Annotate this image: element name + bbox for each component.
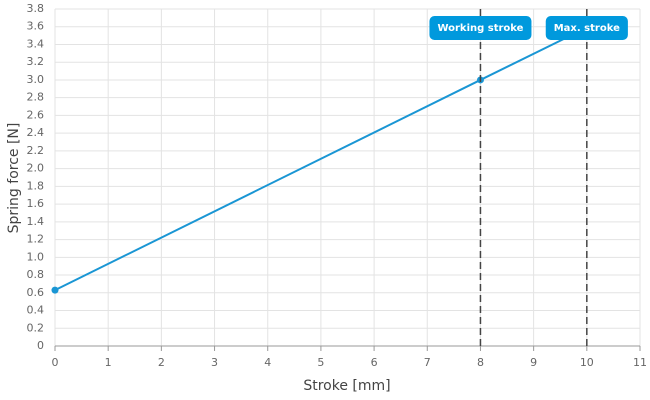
y-tick-label: 1.6 — [27, 197, 45, 210]
x-tick-label: 0 — [52, 356, 59, 369]
annotation-text: Working stroke — [437, 23, 523, 34]
x-tick-label: 2 — [158, 356, 165, 369]
annotation-box — [429, 16, 532, 40]
annotation-label: Working stroke — [429, 16, 532, 40]
x-tick-label: 6 — [371, 356, 378, 369]
y-tick-label: 0.6 — [27, 286, 45, 299]
x-tick-label: 1 — [105, 356, 112, 369]
x-axis-label: Stroke [mm] — [303, 378, 390, 394]
y-tick-label: 1.8 — [27, 179, 45, 192]
x-tick-label: 4 — [264, 356, 271, 369]
y-tick-label: 3.2 — [27, 55, 45, 68]
y-tick-label: 2.4 — [27, 126, 45, 139]
point — [51, 286, 59, 294]
y-tick-label: 3.4 — [27, 37, 45, 50]
y-tick-label: 1.2 — [27, 233, 45, 246]
y-tick-label: 2.2 — [27, 144, 45, 157]
x-tick-label: 7 — [424, 356, 431, 369]
y-axis-label: Spring force [N] — [6, 123, 22, 234]
y-tick-label: 0.2 — [27, 321, 45, 334]
y-tick-label: 1.4 — [27, 215, 45, 228]
y-tick-label: 3.0 — [27, 73, 45, 86]
y-tick-label: 2.8 — [27, 91, 45, 104]
annotation-text: Max. stroke — [554, 23, 620, 34]
y-tick-label: 1.0 — [27, 250, 45, 263]
y-tick-label: 0 — [37, 339, 44, 352]
y-tick-label: 2.0 — [27, 162, 45, 175]
x-tick-label: 5 — [317, 356, 324, 369]
y-tick-label: 3.6 — [27, 20, 45, 33]
y-tick-label: 3.8 — [27, 2, 45, 15]
x-tick-label: 3 — [211, 356, 218, 369]
y-tick-label: 0.8 — [27, 268, 45, 281]
annotation-box — [545, 16, 628, 40]
x-tick-label: 9 — [530, 356, 537, 369]
y-tick-label: 0.4 — [27, 304, 45, 317]
x-tick-label: 11 — [633, 356, 647, 369]
y-tick-label: 2.6 — [27, 108, 45, 121]
x-tick-label: 10 — [580, 356, 594, 369]
x-tick-label: 8 — [477, 356, 484, 369]
annotation-label: Max. stroke — [545, 16, 628, 40]
